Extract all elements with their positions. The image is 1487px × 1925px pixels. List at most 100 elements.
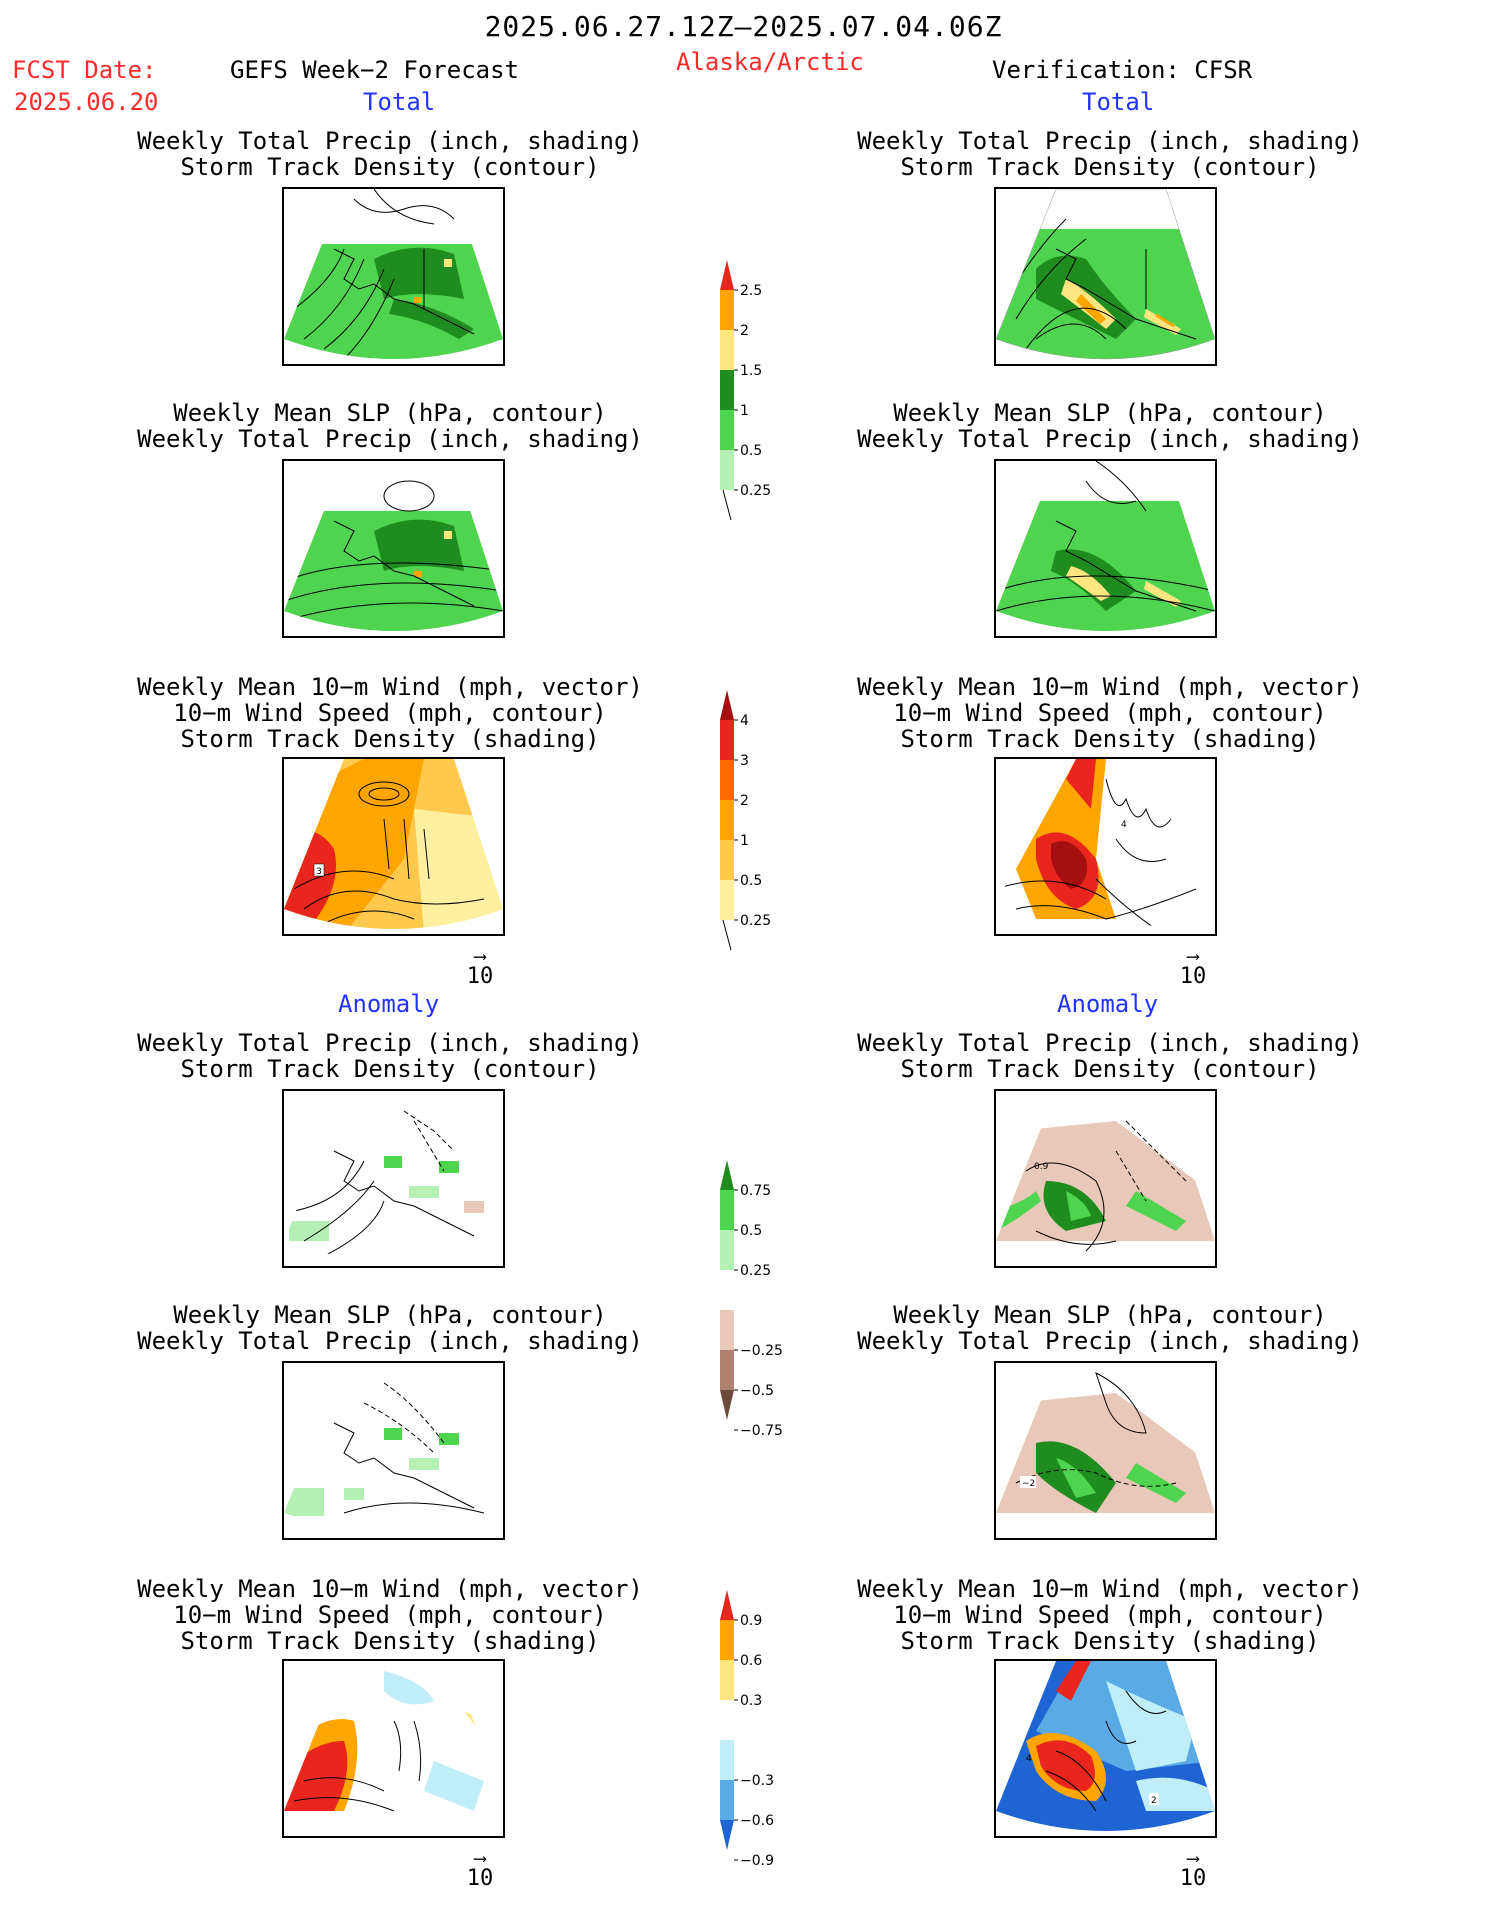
colorbar-label: 2 (740, 323, 749, 339)
colorbar-segment (720, 1620, 734, 1660)
section-total-right: Total (1082, 88, 1155, 116)
colorbar-precip-total: 2.5 2 1.5 1 0.5 0.25 (720, 260, 771, 521)
colorbar-precip-anom: 0.75 0.5 0.25 −0.25 −0.5 −0.75 (720, 1160, 783, 1439)
arrow-right-icon: ⟶ (474, 946, 486, 967)
colorbar-segment (720, 880, 734, 920)
arrow-right-icon: ⟶ (1187, 1848, 1199, 1869)
colorbar-segment (720, 1230, 734, 1270)
colorbar-label: −0.3 (740, 1773, 774, 1789)
colorbar-segment (720, 840, 734, 880)
map-gefs-precip-total (282, 187, 505, 366)
title-cfsr-slp-anom: Weekly Mean SLP (hPa, contour) Weekly To… (857, 1301, 1363, 1355)
colorbar-segment (720, 1190, 734, 1230)
map-cfsr-slp-anom: −2 (994, 1361, 1217, 1540)
map-cfsr-precip-anom: 0.9 (994, 1089, 1217, 1268)
colorbar-label: 0.5 (740, 873, 762, 889)
title-cfsr-wind-total: Weekly Mean 10−m Wind (mph, vector) 10−m… (857, 673, 1363, 753)
colorbar-bottom-tail (722, 919, 732, 951)
colorbar-label: −0.6 (740, 1813, 774, 1829)
colorbar-storm-total: 4 3 2 1 0.5 0.25 (720, 690, 771, 951)
title-gefs-wind-anom: Weekly Mean 10−m Wind (mph, vector) 10−m… (137, 1575, 643, 1655)
colorbar-segment (720, 760, 734, 800)
region-name: Alaska/Arctic (676, 48, 864, 76)
fcst-date-value: 2025.06.20 (14, 88, 159, 116)
colorbar-segment (720, 1700, 734, 1740)
forecast-period: 2025.06.27.12Z–2025.07.04.06Z (484, 10, 1003, 43)
colorbar-segment (720, 450, 734, 490)
colorbar-bottom-triangle (720, 1390, 734, 1420)
colorbar-label: 0.5 (740, 443, 762, 459)
map-cfsr-precip-total (994, 187, 1217, 366)
colorbar-label: 0.25 (740, 483, 771, 499)
colorbar-label: 0.9 (740, 1613, 762, 1629)
colorbar-top-triangle (720, 690, 734, 720)
title-gefs-wind-total: Weekly Mean 10−m Wind (mph, vector) 10−m… (137, 673, 643, 753)
colorbar-bottom-tail (722, 489, 732, 521)
colorbar-segment (720, 720, 734, 760)
contour-label-cfsr-wind-anom-1: 4 (1026, 1754, 1032, 1764)
reference-vector-gefs-total: ⟶ 10 (455, 946, 505, 990)
colorbar-label: 1 (740, 833, 749, 849)
section-anomaly-right: Anomaly (1057, 990, 1159, 1018)
title-gefs-slp-total: Weekly Mean SLP (hPa, contour) Weekly To… (137, 399, 643, 453)
colorbar-storm-anom: 0.9 0.6 0.3 −0.3 −0.6 −0.9 (720, 1590, 774, 1869)
colorbar-label: 2 (740, 793, 749, 809)
colorbar-label: −0.25 (740, 1343, 783, 1359)
contour-label-gefs-wind-total: 3 (316, 867, 322, 877)
colorbar-label: 0.25 (740, 913, 771, 929)
colorbar-segment (720, 290, 734, 330)
colorbar-top-triangle (720, 1160, 734, 1190)
colorbar-label: 1 (740, 403, 749, 419)
colorbar-label: 0.75 (740, 1183, 771, 1199)
contour-label-cfsr-wind-anom-2: 2 (1151, 1796, 1157, 1806)
verification-label: Verification: CFSR (992, 56, 1253, 84)
title-cfsr-precip-total: Weekly Total Precip (inch, shading) Stor… (857, 127, 1363, 181)
section-anomaly-left: Anomaly (338, 990, 440, 1018)
map-cfsr-wind-anom: 4 2 (994, 1659, 1217, 1838)
title-gefs-precip-total: Weekly Total Precip (inch, shading) Stor… (137, 127, 643, 181)
title-cfsr-slp-total: Weekly Mean SLP (hPa, contour) Weekly To… (857, 399, 1363, 453)
colorbar-bottom-triangle (720, 1820, 734, 1850)
reference-vector-cfsr-anom: ⟶ 10 (1168, 1848, 1218, 1892)
map-gefs-slp-total (282, 459, 505, 638)
colorbar-label: 0.3 (740, 1693, 762, 1709)
map-gefs-slp-anom (282, 1361, 505, 1540)
section-total-left: Total (363, 88, 436, 116)
colorbar-segment (720, 1270, 734, 1310)
contour-label-cfsr-wind-total: 4 (1121, 820, 1127, 830)
colorbar-label: 0.5 (740, 1223, 762, 1239)
contour-label-cfsr-slp-anom: −2 (1022, 1479, 1035, 1489)
colorbar-label: −0.9 (740, 1853, 774, 1869)
colorbar-top-triangle (720, 1590, 734, 1620)
title-cfsr-wind-anom: Weekly Mean 10−m Wind (mph, vector) 10−m… (857, 1575, 1363, 1655)
arrow-right-icon: ⟶ (1187, 946, 1199, 967)
title-cfsr-precip-anom: Weekly Total Precip (inch, shading) Stor… (857, 1029, 1363, 1083)
reference-vector-cfsr-total: ⟶ 10 (1168, 946, 1218, 990)
colorbar-label: 1.5 (740, 363, 762, 379)
colorbar-label: −0.5 (740, 1383, 774, 1399)
map-cfsr-wind-total: 4 (994, 757, 1217, 936)
colorbar-label: 4 (740, 713, 749, 729)
title-gefs-precip-anom: Weekly Total Precip (inch, shading) Stor… (137, 1029, 643, 1083)
colorbar-label: −0.75 (740, 1423, 783, 1439)
colorbar-label: 0.25 (740, 1263, 771, 1279)
colorbar-top-triangle (720, 260, 734, 290)
contour-label-cfsr-precip-anom: 0.9 (1034, 1162, 1049, 1172)
model-name: GEFS Week−2 Forecast (230, 56, 519, 84)
colorbar-segment (720, 330, 734, 370)
fcst-date-label: FCST Date: (12, 56, 157, 84)
map-gefs-precip-anom (282, 1089, 505, 1268)
title-gefs-slp-anom: Weekly Mean SLP (hPa, contour) Weekly To… (137, 1301, 643, 1355)
map-cfsr-slp-total (994, 459, 1217, 638)
colorbar-segment (720, 1350, 734, 1390)
colorbar-label: 3 (740, 753, 749, 769)
colorbar-segment (720, 410, 734, 450)
colorbar-segment (720, 1780, 734, 1820)
colorbar-label: 2.5 (740, 283, 762, 299)
arrow-right-icon: ⟶ (474, 1848, 486, 1869)
colorbar-segment (720, 800, 734, 840)
colorbar-segment (720, 370, 734, 410)
colorbar-label: 0.6 (740, 1653, 762, 1669)
reference-vector-gefs-anom: ⟶ 10 (455, 1848, 505, 1892)
colorbar-segment (720, 1740, 734, 1780)
